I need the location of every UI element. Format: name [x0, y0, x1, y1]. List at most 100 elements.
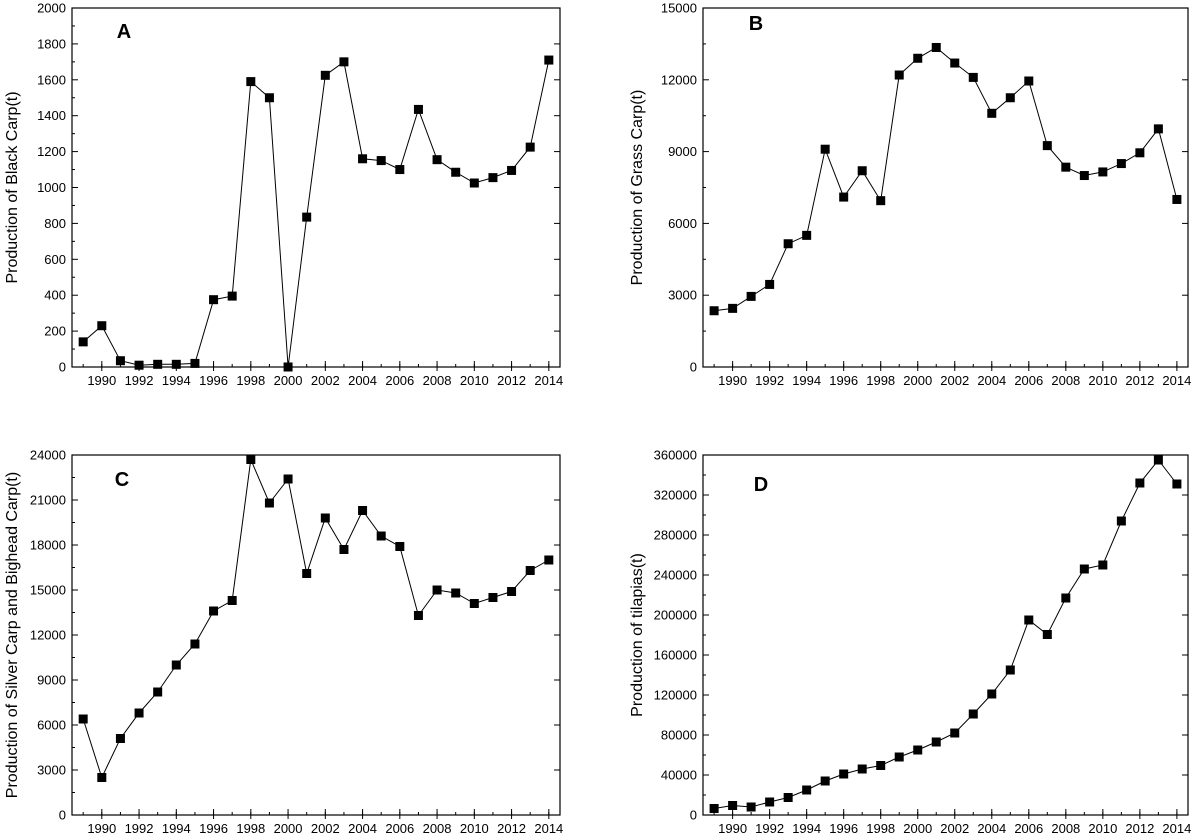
- data-point: [339, 545, 349, 554]
- data-point: [913, 745, 923, 755]
- y-tick-label: 0: [690, 808, 697, 823]
- data-point: [1098, 167, 1108, 177]
- data-point: [525, 566, 535, 575]
- y-tick-label: 24000: [30, 448, 66, 463]
- data-point: [78, 337, 88, 347]
- plot-frame: [71, 454, 561, 816]
- y-tick-label: 280000: [654, 528, 697, 543]
- data-point: [507, 587, 517, 596]
- data-point: [1153, 455, 1163, 465]
- data-point: [302, 569, 312, 578]
- data-point: [507, 165, 517, 175]
- data-point: [1061, 162, 1071, 172]
- y-tick-label: 80000: [661, 728, 697, 743]
- data-point: [413, 104, 423, 114]
- data-point: [1024, 615, 1034, 625]
- x-tick-label: 1992: [755, 821, 784, 836]
- y-tick-label: 15000: [661, 1, 697, 16]
- x-tick-label: 2010: [460, 373, 489, 388]
- data-point: [544, 555, 554, 565]
- data-point: [820, 776, 830, 786]
- plot-frame: [702, 454, 1189, 816]
- x-tick-label: 1996: [199, 373, 228, 388]
- chart-panel-b: 0 3000 6000 9000 12000 15000 1990 1992 1994 1996 1…: [629, 1, 1191, 389]
- x-tick-label: 1990: [87, 373, 116, 388]
- data-point: [413, 611, 423, 620]
- data-point: [765, 797, 775, 807]
- data-point: [931, 737, 941, 747]
- data-point: [302, 212, 312, 222]
- data-point: [376, 156, 386, 166]
- y-axis-label: Production of Black Carp(t): [4, 91, 21, 283]
- y-tick-label: 6000: [668, 216, 697, 231]
- x-tick-label: 1992: [125, 821, 154, 836]
- data-point: [358, 506, 368, 515]
- x-tick-label: 2010: [460, 821, 489, 836]
- data-point: [432, 585, 442, 595]
- data-point: [525, 142, 535, 152]
- x-tick-label: 1990: [718, 373, 747, 388]
- data-point: [1079, 564, 1089, 574]
- y-axis-label: Production of Grass Carp(t): [629, 90, 646, 286]
- x-tick-label: 2002: [311, 821, 340, 836]
- data-point: [746, 802, 756, 812]
- x-tick-label: 2012: [1125, 821, 1154, 836]
- panel-letter: D: [754, 474, 768, 496]
- data-point: [264, 498, 274, 508]
- data-point: [913, 53, 923, 63]
- x-tick-label: 1994: [792, 373, 821, 388]
- data-point: [1098, 560, 1108, 570]
- x-tick-label: 2000: [903, 821, 932, 836]
- data-point: [171, 660, 181, 670]
- y-tick-label: 40000: [661, 768, 697, 783]
- x-tick-label: 2000: [274, 373, 303, 388]
- data-point: [246, 455, 256, 464]
- y-tick-label: 3000: [37, 763, 66, 778]
- data-point: [320, 513, 330, 523]
- data-point: [469, 599, 479, 608]
- y-tick-label: 0: [690, 360, 697, 375]
- data-point: [968, 709, 978, 719]
- series-line: [82, 59, 550, 368]
- x-tick-label: 2008: [423, 821, 452, 836]
- data-point: [1135, 478, 1145, 488]
- data-point: [1005, 93, 1015, 103]
- x-tick-label: 2014: [534, 821, 563, 836]
- y-axis-label: Production of tilapias(t): [629, 553, 646, 717]
- data-point: [1005, 665, 1015, 675]
- data-point: [709, 804, 719, 813]
- y-tick-label: 1000: [37, 180, 66, 195]
- y-tick-label: 600: [44, 252, 66, 267]
- y-tick-label: 360000: [654, 448, 697, 463]
- data-point: [134, 708, 144, 718]
- data-point: [97, 321, 107, 331]
- data-point: [153, 359, 163, 369]
- data-point: [802, 230, 812, 240]
- data-point: [320, 70, 330, 80]
- x-tick-label: 2012: [1125, 373, 1154, 388]
- data-point: [153, 687, 163, 697]
- x-tick-label: 1996: [199, 821, 228, 836]
- data-point: [115, 734, 125, 743]
- x-tick-label: 2000: [903, 373, 932, 388]
- x-tick-label: 1998: [236, 373, 265, 388]
- data-point: [246, 77, 256, 87]
- x-tick-label: 2002: [940, 373, 969, 388]
- series-line: [714, 46, 1178, 312]
- x-tick-label: 2006: [385, 373, 414, 388]
- y-tick-label: 2000: [37, 1, 66, 16]
- data-point: [1024, 76, 1034, 86]
- y-tick-label: 18000: [30, 538, 66, 553]
- x-tick-label: 2008: [423, 373, 452, 388]
- data-point: [894, 752, 904, 762]
- data-point: [876, 761, 886, 770]
- data-point: [78, 714, 88, 724]
- y-axis-label: Production of Silver Carp and Bighead Ca…: [4, 472, 21, 798]
- y-tick-label: 240000: [654, 568, 697, 583]
- data-point: [451, 167, 461, 177]
- x-tick-label: 1992: [755, 373, 784, 388]
- data-point: [1116, 516, 1126, 526]
- x-tick-label: 2004: [977, 373, 1006, 388]
- data-point: [1042, 630, 1052, 639]
